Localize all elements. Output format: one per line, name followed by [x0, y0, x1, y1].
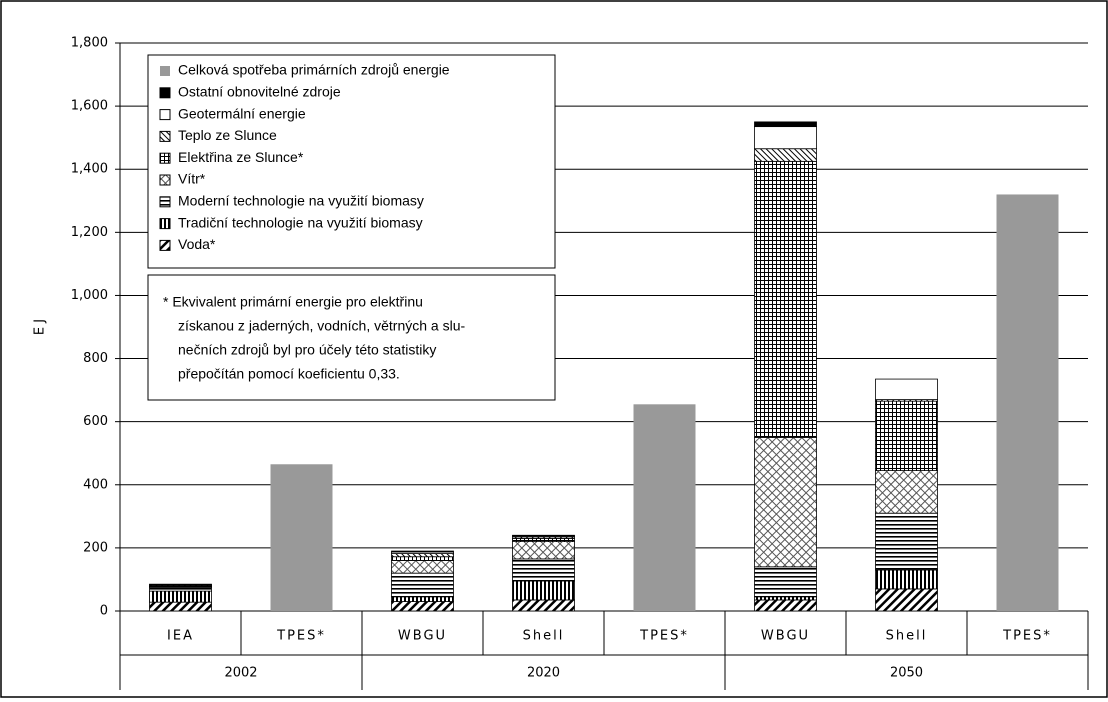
bar-segment [513, 600, 575, 611]
y-tick-label: 1,400 [71, 162, 108, 177]
y-tick-label: 1,200 [71, 225, 108, 240]
bar-segment [755, 127, 817, 149]
bar-segment [392, 551, 454, 552]
legend-label: Vítr* [178, 171, 206, 187]
bar-segment [755, 567, 817, 597]
x-tick-label: TPES* [276, 629, 326, 644]
legend-swatch [160, 240, 170, 250]
legend-swatch [160, 219, 170, 229]
bar-segment [150, 591, 212, 602]
legend-swatch [160, 110, 170, 120]
bar-segment [150, 602, 212, 611]
bar-segment [392, 561, 454, 574]
bar-segment [755, 149, 817, 162]
bar-segment [392, 602, 454, 611]
note: * Ekvivalent primární energie pro elektř… [148, 275, 555, 400]
bar-segment [150, 584, 212, 585]
x-tick-label: IEA [167, 629, 194, 644]
legend-label: Geotermální energie [178, 105, 306, 121]
bar-segment [876, 379, 938, 400]
bar-segment [997, 194, 1059, 611]
x-tick-label: TPES* [1002, 629, 1052, 644]
note-line: nečních zdrojů byl pro účely této statis… [178, 342, 436, 358]
bar-segment [755, 597, 817, 600]
legend-label: Voda* [178, 236, 216, 252]
bar-segment [876, 513, 938, 570]
legend-label: Tradiční technologie na využití biomasy [178, 214, 423, 230]
y-tick-label: 1,800 [71, 36, 108, 51]
note-line: přepočítán pomocí koeficientu 0,33. [178, 366, 400, 382]
y-axis-label: E J [33, 319, 48, 335]
legend-label: Ostatní obnovitelné zdroje [178, 84, 341, 100]
x-tick-label: Shell [523, 629, 565, 644]
note-line: získanou z jaderných, vodních, větrných … [178, 318, 465, 334]
legend-swatch [160, 175, 170, 185]
bar-segment [513, 559, 575, 581]
y-tick-label: 0 [100, 604, 108, 619]
bar-segment [513, 538, 575, 541]
bar-segment [755, 122, 817, 127]
group-label: 2002 [224, 666, 257, 681]
bar-segment [513, 542, 575, 559]
legend-swatch [160, 131, 170, 141]
group-label: 2050 [890, 666, 923, 681]
legend-label: Elektřina ze Slunce* [178, 149, 304, 165]
note-line: * Ekvivalent primární energie pro elektř… [163, 294, 423, 310]
legend-label: Teplo ze Slunce [178, 127, 277, 143]
bar-segment [271, 464, 333, 611]
bar-segment [876, 471, 938, 514]
legend: Celková spotřeba primárních zdrojů energ… [148, 55, 555, 268]
legend-swatch [160, 153, 170, 163]
group-label: 2020 [527, 666, 560, 681]
legend-label: Celková spotřeba primárních zdrojů energ… [178, 62, 450, 78]
bar-segment [876, 401, 938, 470]
bar-segment [876, 589, 938, 611]
y-tick-label: 1,600 [71, 99, 108, 114]
bar-segment [755, 161, 817, 437]
y-tick-label: 600 [83, 414, 108, 429]
bar-segment [392, 554, 454, 557]
bar-segment [513, 581, 575, 600]
bar-segment [755, 600, 817, 611]
bar-segment [634, 404, 696, 611]
x-tick-label: WBGU [398, 629, 447, 644]
x-tick-label: TPES* [639, 629, 689, 644]
bar-segment [392, 573, 454, 597]
y-tick-label: 1,000 [71, 288, 108, 303]
y-tick-label: 800 [83, 351, 108, 366]
bar-segment [513, 535, 575, 536]
bar-segment [392, 597, 454, 602]
bar-segment [392, 557, 454, 561]
y-tick-label: 400 [83, 477, 108, 492]
x-tick-label: Shell [886, 629, 928, 644]
legend-label: Moderní technologie na využití biomasy [178, 193, 424, 209]
x-tick-label: WBGU [761, 629, 810, 644]
legend-swatch [160, 66, 170, 76]
bar-segment [755, 437, 817, 566]
legend-swatch [160, 88, 170, 98]
bar-segment [876, 570, 938, 589]
y-tick-label: 200 [83, 540, 108, 555]
bar-segment [150, 587, 212, 591]
legend-swatch [160, 197, 170, 207]
